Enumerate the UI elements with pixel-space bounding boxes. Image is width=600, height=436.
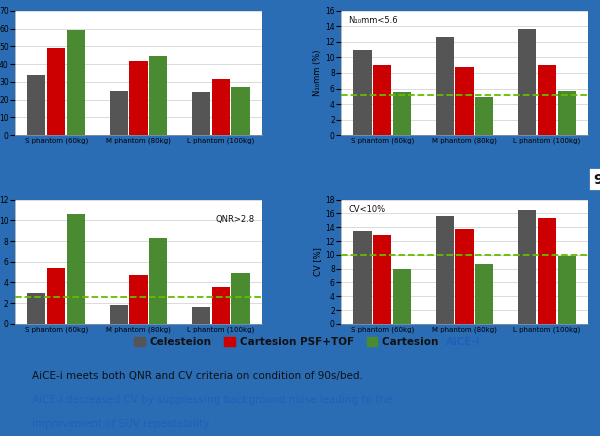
Text: CV<10%: CV<10% — [349, 204, 386, 214]
Bar — [212, 79, 230, 135]
Text: 90s/bed: 90s/bed — [593, 172, 600, 186]
Bar — [192, 307, 210, 324]
Bar — [436, 215, 454, 324]
Bar — [232, 87, 250, 135]
Bar — [212, 286, 230, 324]
Bar — [130, 275, 148, 324]
Bar — [393, 92, 411, 135]
Text: N₁₀mm<5.6: N₁₀mm<5.6 — [349, 16, 398, 25]
Bar — [28, 75, 46, 135]
Bar — [538, 65, 556, 135]
Bar — [557, 255, 575, 324]
Bar — [110, 91, 128, 135]
Bar — [518, 29, 536, 135]
Text: AiCE-i: AiCE-i — [446, 337, 480, 347]
Text: AiCE-i meets both QNR and CV criteria on condition of 90s/bed.: AiCE-i meets both QNR and CV criteria on… — [32, 371, 363, 381]
Y-axis label: N₁₀mm (%): N₁₀mm (%) — [313, 50, 322, 96]
Bar — [455, 229, 473, 324]
Bar — [538, 218, 556, 324]
Text: improvement of SUV repeatability.: improvement of SUV repeatability. — [32, 419, 211, 429]
Bar — [149, 56, 167, 135]
Bar — [557, 91, 575, 135]
Bar — [373, 65, 391, 135]
Bar — [28, 293, 46, 324]
Bar — [436, 37, 454, 135]
Bar — [232, 273, 250, 324]
Bar — [373, 235, 391, 324]
Bar — [110, 305, 128, 324]
Bar — [475, 264, 493, 324]
Bar — [192, 92, 210, 135]
Text: AiCE-i decreased CV by suppressing background noise leading to the: AiCE-i decreased CV by suppressing backg… — [32, 395, 392, 405]
Bar — [149, 238, 167, 324]
Bar — [393, 269, 411, 324]
Bar — [130, 61, 148, 135]
Bar — [353, 50, 371, 135]
Bar — [518, 210, 536, 324]
Bar — [455, 67, 473, 135]
Text: QNR>2.8: QNR>2.8 — [215, 215, 254, 224]
Bar — [47, 48, 65, 135]
Bar — [47, 268, 65, 324]
Legend: Celesteion, Cartesion PSF+TOF, Cartesion  : Celesteion, Cartesion PSF+TOF, Cartesion — [130, 333, 450, 351]
Bar — [67, 214, 85, 324]
Y-axis label: CV [%]: CV [%] — [313, 247, 322, 276]
Bar — [353, 231, 371, 324]
Bar — [67, 30, 85, 135]
Bar — [475, 97, 493, 135]
